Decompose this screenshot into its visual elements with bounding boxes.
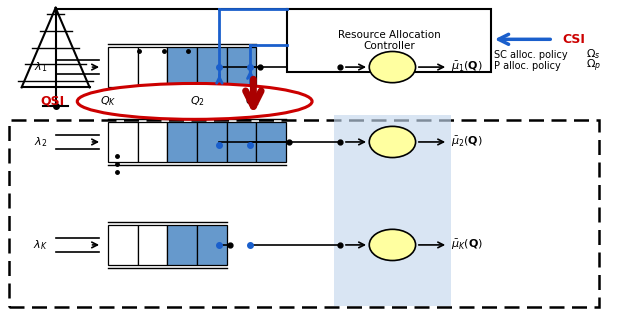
Text: $\lambda_K$: $\lambda_K$ [33, 238, 48, 252]
Text: P alloc. policy: P alloc. policy [494, 61, 561, 71]
Text: $Q_K$: $Q_K$ [100, 95, 116, 108]
Text: $Q_2$: $Q_2$ [190, 95, 205, 108]
Text: $\lambda_2$: $\lambda_2$ [33, 135, 47, 149]
Text: $\Omega_s$: $\Omega_s$ [586, 48, 600, 61]
Bar [167, 225, 197, 265]
Bar [287, 9, 491, 72]
Bar [256, 122, 286, 162]
Bar [197, 225, 227, 265]
Bar [334, 115, 451, 306]
Ellipse shape [369, 126, 415, 158]
Text: $\bar{\mu}_2(\mathbf{Q})$: $\bar{\mu}_2(\mathbf{Q})$ [451, 135, 483, 149]
Bar [167, 47, 197, 87]
Bar [138, 225, 167, 265]
Bar [227, 47, 256, 87]
Text: $Q_1$: $Q_1$ [245, 95, 260, 108]
Bar [9, 120, 599, 307]
Text: CSI: CSI [562, 33, 585, 46]
Text: QSI: QSI [40, 95, 65, 108]
Text: $\lambda_1$: $\lambda_1$ [33, 60, 47, 74]
Bar [108, 47, 138, 87]
Text: SC alloc. policy: SC alloc. policy [494, 50, 568, 60]
Text: Resource Allocation
Controller: Resource Allocation Controller [338, 30, 441, 51]
Bar [167, 122, 197, 162]
Ellipse shape [369, 229, 415, 261]
Bar [138, 47, 167, 87]
Text: $\Omega_p$: $\Omega_p$ [586, 58, 601, 74]
Ellipse shape [369, 51, 415, 83]
Bar [138, 122, 167, 162]
Bar [108, 225, 138, 265]
Text: $\bar{\mu}_1(\mathbf{Q})$: $\bar{\mu}_1(\mathbf{Q})$ [451, 60, 483, 74]
Bar [197, 122, 227, 162]
Bar [197, 47, 227, 87]
Bar [108, 122, 138, 162]
Text: $\bar{\mu}_K(\mathbf{Q})$: $\bar{\mu}_K(\mathbf{Q})$ [451, 238, 483, 252]
Ellipse shape [77, 83, 312, 119]
Bar [227, 122, 256, 162]
